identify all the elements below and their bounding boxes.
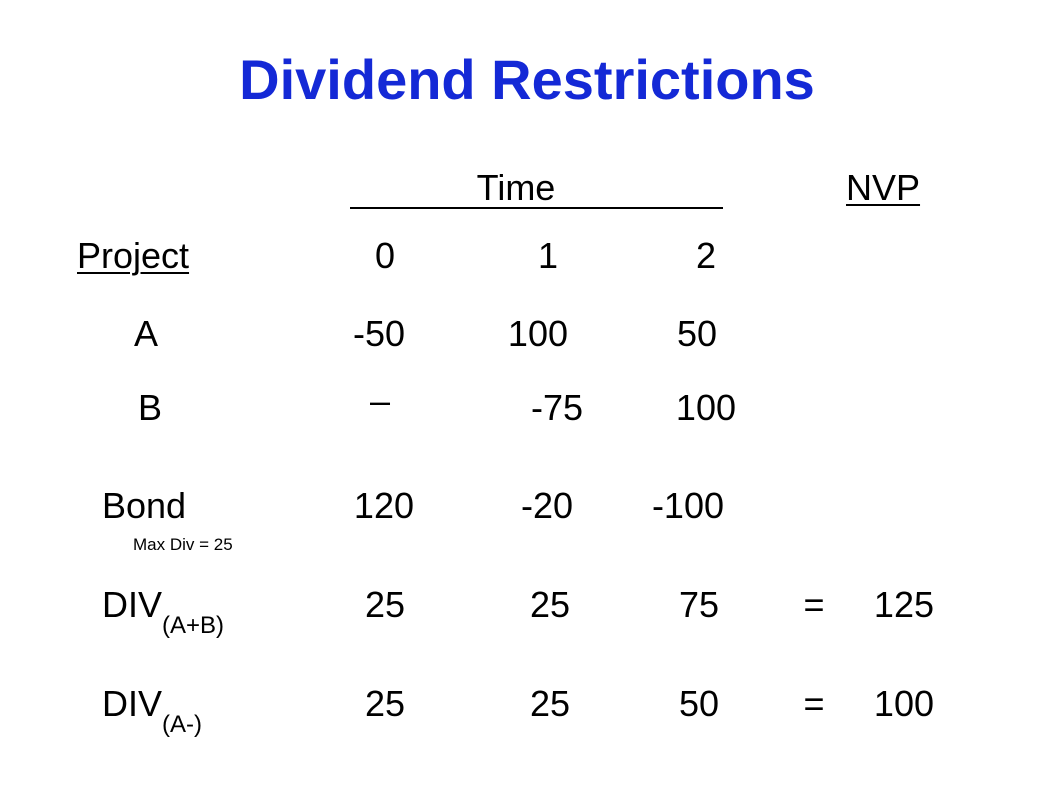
project-label: Project [77, 235, 190, 276]
row-b-value-2: 100 [675, 387, 736, 428]
slide-title: Dividend Restrictions [239, 48, 815, 111]
bond-value-1: -20 [520, 485, 573, 526]
div-a-value-1: 25 [529, 683, 570, 724]
row-b-label: B [138, 387, 163, 428]
div-ab-value-0: 25 [364, 584, 405, 625]
period-2-label: 2 [695, 235, 717, 276]
div-ab-equals: = [803, 584, 825, 625]
div-ab-main: DIV [102, 584, 163, 625]
bond-value-0: 120 [353, 485, 414, 526]
bond-label: Bond [102, 485, 187, 526]
div-ab-npv: 125 [873, 584, 934, 625]
row-a-value-0: -50 [352, 313, 405, 354]
period-0-label: 0 [374, 235, 396, 276]
max-div-note: Max Div = 25 [133, 535, 233, 554]
time-underline [350, 207, 723, 209]
div-a-value-0: 25 [364, 683, 405, 724]
div-a-subscript: (A-) [162, 711, 202, 738]
npv-header: NVP [846, 167, 921, 208]
period-1-label: 1 [537, 235, 559, 276]
div-a-value-2: 50 [678, 683, 719, 724]
bond-value-2: -100 [651, 485, 724, 526]
row-b-value-0: – [369, 380, 391, 421]
row-a-value-2: 50 [676, 313, 717, 354]
time-header: Time [476, 167, 556, 208]
row-b-value-1: -75 [530, 387, 583, 428]
div-a-label: DIV(A-) [102, 683, 202, 737]
div-a-npv: 100 [873, 683, 934, 724]
row-a-value-1: 100 [507, 313, 568, 354]
div-a-equals: = [803, 683, 825, 724]
div-a-main: DIV [102, 683, 163, 724]
div-ab-label: DIV(A+B) [102, 584, 224, 638]
div-ab-subscript: (A+B) [162, 612, 225, 639]
row-a-label: A [134, 313, 159, 354]
div-ab-value-1: 25 [529, 584, 570, 625]
div-ab-value-2: 75 [678, 584, 719, 625]
